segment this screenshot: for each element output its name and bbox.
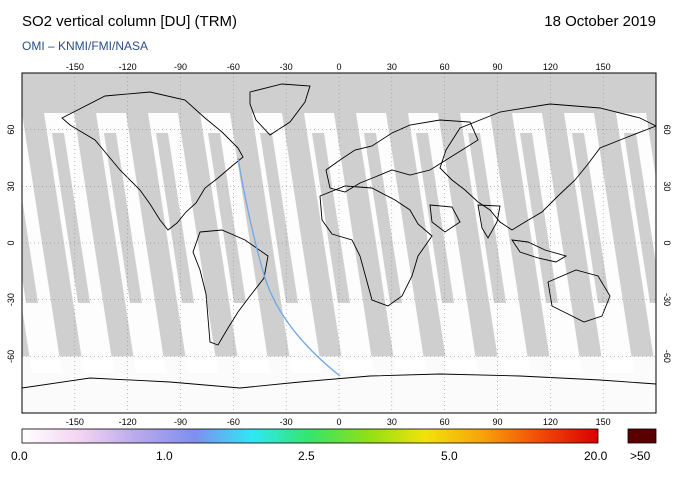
graticule	[22, 73, 656, 413]
lat-tick-label-right: -30	[662, 293, 672, 306]
lon-tick-label-top: -30	[280, 62, 293, 72]
lon-tick-label-bottom: 90	[492, 417, 502, 427]
map-date: 18 October 2019	[544, 13, 656, 30]
orbit-track-line	[237, 157, 341, 377]
lon-tick-label-top: 120	[543, 62, 558, 72]
lon-tick-label-top: -90	[174, 62, 187, 72]
lon-tick-label-top: 30	[387, 62, 397, 72]
lon-labels-bottom: -150 -120 -90 -60 -30 0 30 60 90 120 150	[66, 417, 611, 427]
lon-tick-label-top: 90	[492, 62, 502, 72]
india-coast	[477, 204, 501, 239]
lon-tick-label-bottom: 60	[440, 417, 450, 427]
australia-coast	[547, 269, 611, 323]
lon-tick-label-bottom: 0	[336, 417, 341, 427]
lat-tick-label-right: 0	[662, 240, 672, 245]
lon-tick-label-bottom: 30	[387, 417, 397, 427]
south-america-coast	[192, 229, 269, 346]
lon-tick-label-bottom: 150	[596, 417, 611, 427]
colorbar	[21, 428, 599, 444]
colorbar-tick-3: 5.0	[441, 449, 458, 463]
lat-tick-label-left: -60	[6, 350, 16, 363]
colorbar-overflow-label: >50	[630, 449, 651, 463]
lon-tick-label-top: -150	[66, 62, 84, 72]
colorbar-tick-4: 20.0	[584, 449, 608, 463]
indonesia-coast	[511, 239, 568, 263]
lon-labels-top: -150 -120 -90 -60 -30 0 30 60 90 120 150	[66, 62, 611, 72]
lon-tick-label-bottom: -30	[280, 417, 293, 427]
lat-tick-label-right: -60	[662, 350, 672, 363]
lat-tick-label-left: -30	[6, 293, 16, 306]
asia-coast	[439, 103, 656, 231]
lat-tick-label-right: 30	[662, 181, 672, 191]
map-frame	[21, 72, 657, 414]
lon-tick-label-top: 150	[596, 62, 611, 72]
lat-tick-label-left: 0	[6, 240, 16, 245]
lon-tick-label-bottom: -90	[174, 417, 187, 427]
lon-tick-label-bottom: -120	[119, 417, 137, 427]
lon-tick-label-bottom: 120	[543, 417, 558, 427]
swath-strip	[616, 113, 656, 373]
data-credit: OMI – KNMI/FMI/NASA	[22, 39, 149, 53]
lon-tick-label-top: -60	[227, 62, 240, 72]
greenland-coast	[249, 83, 311, 136]
colorbar-tick-2: 2.5	[298, 449, 315, 463]
lon-tick-label-top: 60	[440, 62, 450, 72]
colorbar-overflow-swatch	[627, 428, 657, 444]
colorbar-tick-0: 0.0	[11, 449, 28, 463]
lon-tick-label-top: 0	[336, 62, 341, 72]
colorbar-tick-1: 1.0	[156, 449, 173, 463]
europe-coast	[325, 119, 479, 193]
lon-tick-label-top: -120	[119, 62, 137, 72]
antarctica-coast	[22, 373, 656, 389]
lat-tick-label-left: 30	[6, 181, 16, 191]
lat-labels-left: 60 30 0 -30 -60	[6, 125, 16, 363]
lon-tick-label-bottom: -60	[227, 417, 240, 427]
africa-coast	[319, 185, 433, 307]
lat-labels-right: 60 30 0 -30 -60	[662, 125, 672, 363]
arabia-coast	[429, 204, 461, 233]
lon-tick-label-bottom: -150	[66, 417, 84, 427]
map-title: SO2 vertical column [DU] (TRM)	[22, 13, 238, 30]
north-america-coast	[61, 91, 244, 231]
lat-tick-label-right: 60	[662, 125, 672, 135]
lat-tick-label-left: 60	[6, 125, 16, 135]
southern-data-band	[22, 356, 656, 413]
coastlines	[22, 83, 656, 389]
